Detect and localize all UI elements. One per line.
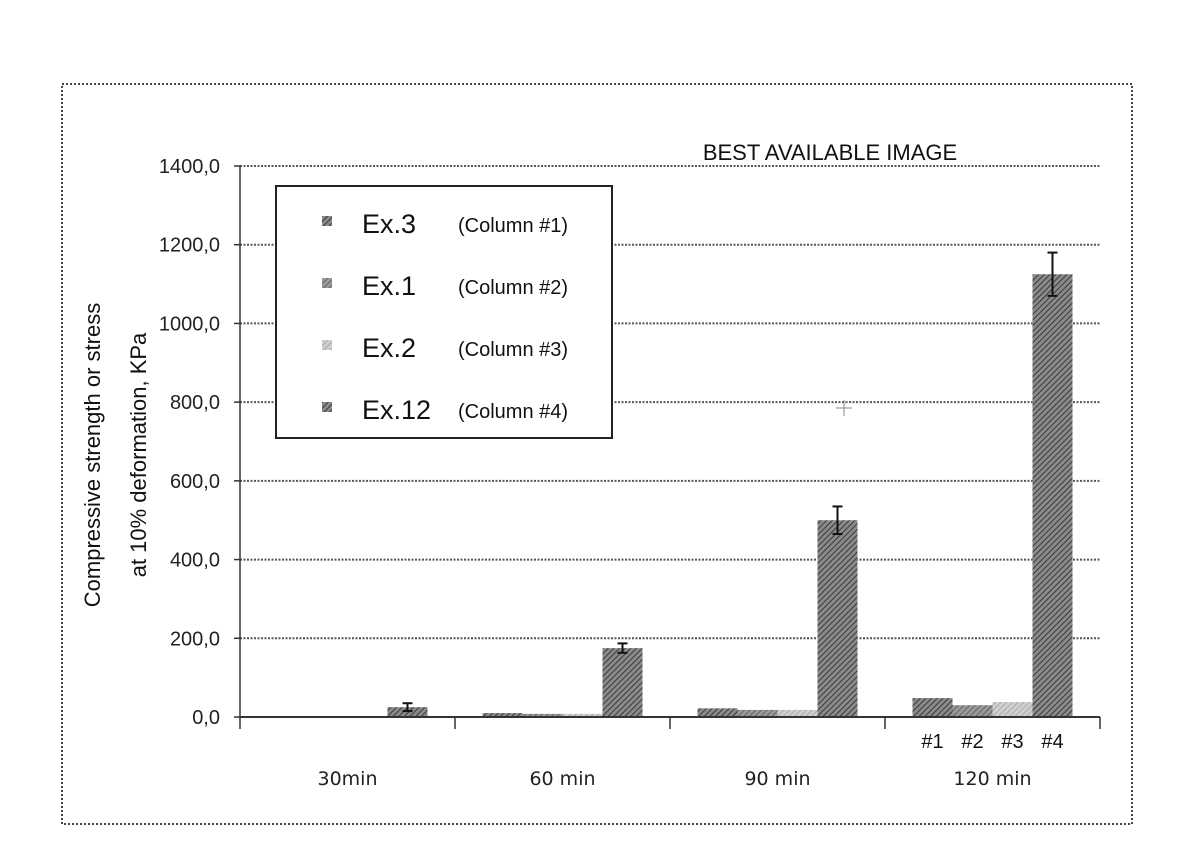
category-labels: 30min 60 min 90 min 120 min (317, 768, 1031, 790)
legend-column-label: (Column #2) (458, 277, 568, 299)
y-tick-label: 1400,0 (159, 156, 220, 178)
legend-box (275, 185, 613, 439)
y-tick-label: 400,0 (170, 550, 220, 572)
y-axis-label-line1: Compressive strength or stress (80, 303, 105, 607)
error-bars (402, 251, 1058, 713)
legend-swatch (322, 402, 332, 412)
bar-sublabel: #4 (1041, 731, 1063, 753)
legend-swatch (322, 216, 332, 226)
y-tick-label: 200,0 (170, 628, 220, 650)
bar-ex3-1 (482, 713, 523, 717)
y-tick-label: 1200,0 (159, 235, 220, 257)
y-axis-label-line2: at 10% deformation, KPa (126, 332, 151, 577)
legend-series-name: Ex.12 (362, 395, 431, 425)
category-label: 60 min (529, 768, 595, 790)
category-label: 30min (317, 768, 377, 790)
y-tick-labels: 0,0 200,0 400,0 600,0 800,0 1000,0 1200,0 1400,… (159, 156, 220, 729)
legend-column-label: (Column #1) (458, 215, 568, 237)
bar-sublabels: #1 #2 #3 #4 (921, 731, 1063, 753)
legend: Ex.3 (Column #1) Ex.1 (Column #2) Ex.2 (Colum… (275, 185, 613, 439)
bar-ex1-2 (737, 709, 778, 717)
legend-column-label: (Column #3) (458, 339, 568, 361)
y-axis-label: Compressive strength or stress at 10% de… (80, 303, 151, 607)
y-tick-label: 800,0 (170, 392, 220, 414)
bar-ex12-1 (602, 648, 643, 717)
legend-series-name: Ex.2 (362, 333, 416, 363)
bar-ex2-1 (562, 713, 603, 717)
legend-series-name: Ex.3 (362, 209, 416, 239)
bar-ex2-2 (777, 709, 818, 717)
bar-ex2-3 (992, 702, 1033, 717)
legend-column-label: (Column #4) (458, 401, 568, 423)
bar-sublabel: #2 (961, 731, 983, 753)
bar-ex3-3 (912, 698, 953, 717)
y-tick-label: 0,0 (192, 707, 220, 729)
legend-series-name: Ex.1 (362, 271, 416, 301)
x-axis (239, 166, 1101, 729)
bars (387, 274, 1073, 717)
y-tick-label: 600,0 (170, 471, 220, 493)
legend-swatch (322, 278, 332, 288)
bar-ex12-3 (1032, 274, 1073, 717)
bar-ex1-1 (522, 713, 563, 717)
bar-sublabel: #1 (921, 731, 943, 753)
plus-marker-icon (836, 400, 852, 416)
y-tick-label: 1000,0 (159, 313, 220, 335)
chart-title: BEST AVAILABLE IMAGE (703, 140, 957, 165)
gridlines (234, 165, 1100, 718)
category-label: 120 min (953, 768, 1031, 790)
chart-frame (61, 83, 1133, 825)
legend-swatch (322, 340, 332, 350)
bar-ex3-2 (697, 708, 738, 717)
category-label: 90 min (744, 768, 810, 790)
bar-sublabel: #3 (1001, 731, 1023, 753)
bar-ex12-2 (817, 520, 858, 717)
bar-ex1-3 (952, 705, 993, 717)
